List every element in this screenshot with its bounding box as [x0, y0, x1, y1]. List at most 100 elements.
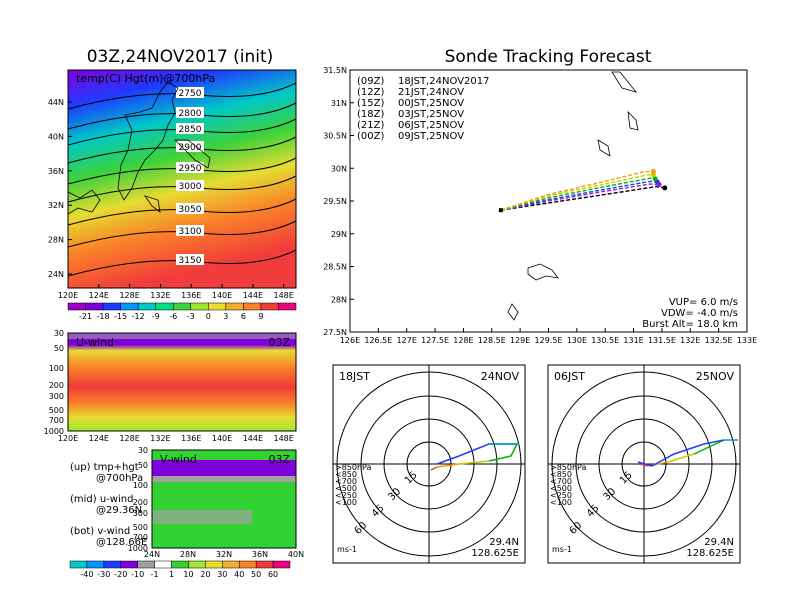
track-lat-axis: 31.5N 31N 30.5N 30N 29.5N 29N 28.5N 28N 27.5N — [323, 66, 354, 337]
v-lat-label: 28N — [180, 550, 196, 559]
contour-label: 3100 — [179, 227, 202, 237]
wind-colorbar-swatch — [120, 560, 138, 569]
wind-colorbar-swatch — [137, 560, 155, 569]
wind-colorbar-label: -30 — [97, 570, 110, 579]
colorbar-swatch — [225, 302, 244, 311]
colorbar-label: -9 — [152, 312, 160, 321]
v-wind-frame — [151, 449, 297, 549]
temperature-field — [67, 69, 297, 289]
vup-label: VUP= 6.0 m/s — [669, 297, 738, 308]
island-tokunoshima — [507, 303, 519, 321]
track-lat-label: 29.5N — [323, 197, 347, 206]
contour-label: 3050 — [179, 205, 202, 215]
contour-label-bg — [176, 180, 204, 191]
u-wind-frame — [67, 332, 297, 432]
wind-colorbar-label: 50 — [251, 570, 261, 579]
island-yakushima — [611, 71, 638, 93]
v-wind-calm-band-low — [152, 510, 252, 524]
contour-label: 2900 — [179, 143, 202, 153]
wind-colorbar-label: 60 — [268, 570, 278, 579]
v-wind-time: 03Z — [268, 453, 290, 466]
hodograph-time: 06JST — [554, 370, 585, 383]
track-line — [500, 183, 660, 211]
track-legend-label: 18JST,24NOV2017 — [398, 76, 490, 87]
track-legend-code: (15Z) — [357, 98, 384, 109]
temperature-map: 2750 2800 2850 2900 2950 3000 3050 3100 3150 tem… — [67, 69, 297, 289]
track-line — [500, 185, 665, 211]
colorbar-label: -21 — [79, 312, 92, 321]
track-lon-label: 128.5E — [478, 336, 506, 345]
u-lon-label: 132E — [150, 434, 170, 443]
height-contours: 2750 2800 2850 2900 2950 3000 3050 3100 3150 — [67, 82, 297, 277]
hodograph-trace — [639, 463, 649, 467]
v-wind-lat-axis: 24N 28N 32N 36N 40N — [144, 550, 304, 559]
hodograph-level: <100 — [335, 498, 357, 507]
track-lon-label: 130.5E — [591, 336, 619, 345]
burst-label: Burst Alt= 18.0 km — [642, 319, 738, 330]
u-wind-lon-axis: 120E 124E 128E 132E 136E 140E 144E 148E — [58, 434, 294, 443]
v-pressure-label: 50 — [138, 461, 148, 470]
track-lon-label: 129.5E — [535, 336, 563, 345]
wind-colorbar-label: -1 — [151, 570, 159, 579]
track-end-point — [662, 185, 668, 191]
colorbar-label: -3 — [187, 312, 195, 321]
hodograph-date: 25NOV — [696, 370, 735, 383]
wind-colorbar-label: 1 — [169, 570, 174, 579]
contour-label: 3150 — [179, 256, 202, 266]
track-lon-label: 126.5E — [364, 336, 392, 345]
map-lat-tick-label: 28N — [48, 236, 64, 245]
v-wind-label: V-wind — [160, 453, 197, 466]
hodograph-date: 24NOV — [481, 370, 520, 383]
track-lat-label: 27.5N — [323, 328, 347, 337]
map-lon-axis: 120E 124E 128E 132E 136E 140E 144E 148E — [58, 284, 294, 300]
v-wind-calm-band — [152, 476, 296, 482]
contour-label-bg — [176, 123, 204, 134]
wind-colorbar: -40 -30 -20 -10 -1 1 10 20 30 40 50 60 — [69, 560, 291, 579]
colorbar-swatch — [243, 302, 262, 311]
track-end-point — [650, 169, 656, 175]
track-title: Sonde Tracking Forecast — [445, 47, 652, 67]
track-legend-code: (12Z) — [357, 87, 384, 98]
track-lon-label: 131.5E — [648, 336, 676, 345]
hodograph-lon: 128.625E — [471, 548, 519, 559]
map-lat-tick-label: 24N — [48, 270, 64, 279]
hodograph-level: <850 — [335, 470, 357, 479]
u-pressure-label: 500 — [49, 406, 64, 415]
colorbar-swatch — [120, 302, 139, 311]
u-pressure-label: 700 — [49, 416, 64, 425]
v-pressure-label: 500 — [133, 523, 148, 532]
track-lon-label: 128E — [453, 336, 473, 345]
hodograph-time: 18JST — [339, 370, 370, 383]
track-end-point — [652, 176, 658, 182]
contour-label-bg — [176, 107, 204, 118]
island-amami — [527, 263, 559, 281]
u-pressure-label: 30 — [54, 329, 64, 338]
track-lat-label: 30.5N — [323, 132, 347, 141]
legend-note-line1: (bot) v-wind — [70, 526, 130, 537]
contour-label: 2850 — [179, 125, 202, 135]
track-lat-label: 31N — [331, 99, 347, 108]
colorbar-label: -6 — [169, 312, 177, 321]
hodograph-level: <100 — [550, 498, 572, 507]
contour-label: 2800 — [179, 109, 202, 119]
hodograph-lon: 128.625E — [686, 548, 734, 559]
wind-colorbar-swatch — [222, 560, 240, 569]
contour-label: 2750 — [179, 89, 202, 99]
track-line — [500, 177, 656, 211]
hodograph-unit: ms-1 — [552, 545, 572, 554]
track-lon-label: 129E — [510, 336, 530, 345]
track-line — [500, 180, 658, 211]
map-field-label: temp(C) Hgt(m)@700hPa — [76, 72, 215, 85]
contour-label: 3000 — [179, 182, 202, 192]
u-wind-top-shade — [68, 333, 296, 339]
island-small-1 — [597, 139, 611, 157]
hodograph-trace — [458, 460, 490, 465]
u-lon-label: 140E — [212, 434, 232, 443]
v-lat-label: 40N — [288, 550, 304, 559]
hodograph-level: >850hPa — [550, 463, 587, 472]
island-tanegashima — [627, 110, 639, 131]
contour-label-bg — [176, 254, 204, 265]
